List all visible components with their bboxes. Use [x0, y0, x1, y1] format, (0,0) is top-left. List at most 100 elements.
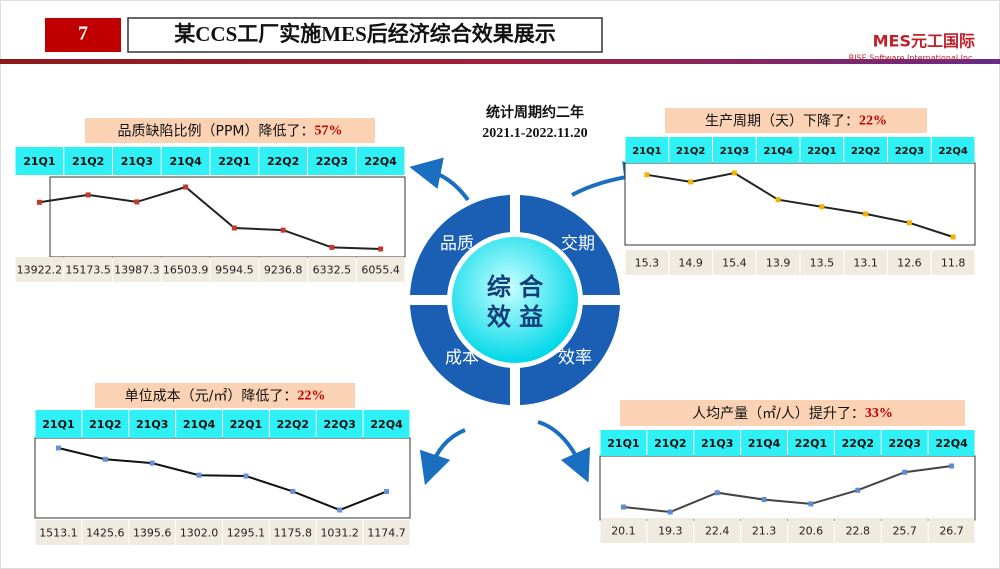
category-label: 21Q4 — [748, 437, 781, 450]
value-cell — [713, 250, 756, 275]
point-marker — [761, 497, 767, 503]
period-range: 2021.1-2022.11.20 — [482, 126, 587, 141]
point-marker — [950, 234, 956, 240]
category-cell — [363, 410, 410, 438]
point-marker — [906, 220, 912, 226]
chart-title: 品质缺陷比例（PPM）降低了：57% — [118, 124, 343, 140]
point-marker — [280, 227, 286, 233]
value-cell — [741, 518, 787, 543]
quadrant-label: 品质 — [440, 234, 474, 254]
category-cell — [713, 137, 756, 163]
category-label: 21Q3 — [720, 146, 749, 157]
value-label: 13.1 — [853, 257, 878, 270]
value-cell — [928, 518, 975, 543]
category-label: 22Q4 — [364, 155, 397, 168]
core-label: 综 合 — [487, 273, 544, 301]
value-label: 15.4 — [722, 257, 747, 270]
category-cell — [834, 430, 881, 456]
category-label: 22Q2 — [277, 418, 309, 431]
series-line — [646, 171, 954, 238]
value-cell — [316, 520, 363, 545]
value-label: 15.3 — [635, 257, 660, 270]
point-marker — [378, 246, 384, 252]
point-marker — [902, 469, 908, 475]
category-label: 22Q4 — [938, 146, 967, 157]
category-cell — [756, 137, 800, 163]
value-cell — [35, 520, 82, 545]
value-cell — [600, 518, 647, 543]
value-label: 13.5 — [810, 257, 835, 270]
value-cell — [223, 520, 269, 545]
value-label: 21.3 — [752, 525, 777, 538]
category-label: 22Q1 — [218, 155, 250, 168]
category-cell — [129, 410, 176, 438]
category-label: 22Q2 — [842, 437, 874, 450]
chart-title-box — [95, 383, 355, 408]
category-cell — [356, 147, 405, 175]
point-marker — [337, 507, 343, 513]
value-label: 20.6 — [799, 525, 824, 538]
chart-title: 人均产量（㎡/人）提升了：33% — [692, 406, 893, 422]
category-cell — [741, 430, 787, 456]
number-box — [45, 18, 121, 52]
value-cell — [82, 520, 129, 545]
point-marker — [36, 199, 42, 205]
point-marker — [688, 179, 694, 185]
value-cell — [308, 257, 356, 282]
category-cell — [625, 137, 669, 163]
chart: 单位成本（元/㎡）降低了：22% 21Q1 21Q2 21Q3 21Q4 22Q1 22Q2… — [34, 383, 411, 545]
value-label: 11.8 — [941, 257, 966, 270]
point-marker — [231, 225, 237, 231]
chart-title-text: 单位成本（元/㎡）降低了： — [125, 389, 298, 405]
quadrant-label: 成本 — [445, 348, 479, 368]
category-label: 21Q1 — [607, 437, 639, 450]
plot-box — [49, 176, 406, 258]
point-marker — [667, 509, 673, 515]
value-label: 22.4 — [705, 525, 730, 538]
point-marker — [714, 490, 720, 496]
category-label: 21Q3 — [121, 155, 153, 168]
chart-title-text: 品质缺陷比例（PPM）降低了： — [118, 124, 315, 140]
category-cell — [844, 137, 887, 163]
chart-highlight: 22% — [297, 389, 325, 404]
value-cell — [669, 250, 712, 275]
point-marker — [55, 445, 61, 451]
series-line — [623, 465, 952, 514]
value-label: 13987.3 — [114, 264, 160, 277]
category-cell — [176, 410, 222, 438]
category-cell — [210, 147, 259, 175]
category-cell — [931, 137, 975, 163]
value-label: 9594.5 — [215, 264, 254, 277]
value-cell — [756, 250, 800, 275]
value-label: 13.9 — [766, 257, 791, 270]
category-cell — [600, 430, 647, 456]
point-marker — [644, 172, 650, 178]
chart-highlight: 22% — [859, 114, 887, 129]
category-label: 21Q1 — [23, 155, 55, 168]
point-marker — [329, 244, 335, 250]
category-cell — [881, 430, 928, 456]
chart-title: 单位成本（元/㎡）降低了：22% — [125, 389, 326, 405]
category-cell — [788, 430, 834, 456]
category-cell — [316, 410, 363, 438]
core-label: 效 益 — [487, 303, 543, 331]
arrow — [537, 420, 591, 483]
category-label: 22Q1 — [230, 418, 262, 431]
category-cell — [269, 410, 316, 438]
category-label: 22Q3 — [895, 146, 924, 157]
value-label: 6332.5 — [313, 264, 352, 277]
value-label: 1513.1 — [39, 527, 78, 540]
arrow — [419, 428, 466, 486]
value-cell — [356, 257, 405, 282]
value-cell — [834, 518, 881, 543]
value-cell — [788, 518, 834, 543]
category-label: 21Q2 — [654, 437, 686, 450]
value-label: 15173.5 — [65, 264, 111, 277]
point-marker — [949, 463, 955, 469]
value-label: 19.3 — [658, 525, 683, 538]
slide-number: 7 — [78, 23, 88, 45]
category-label: 21Q1 — [42, 418, 74, 431]
value-label: 1174.7 — [367, 527, 406, 540]
